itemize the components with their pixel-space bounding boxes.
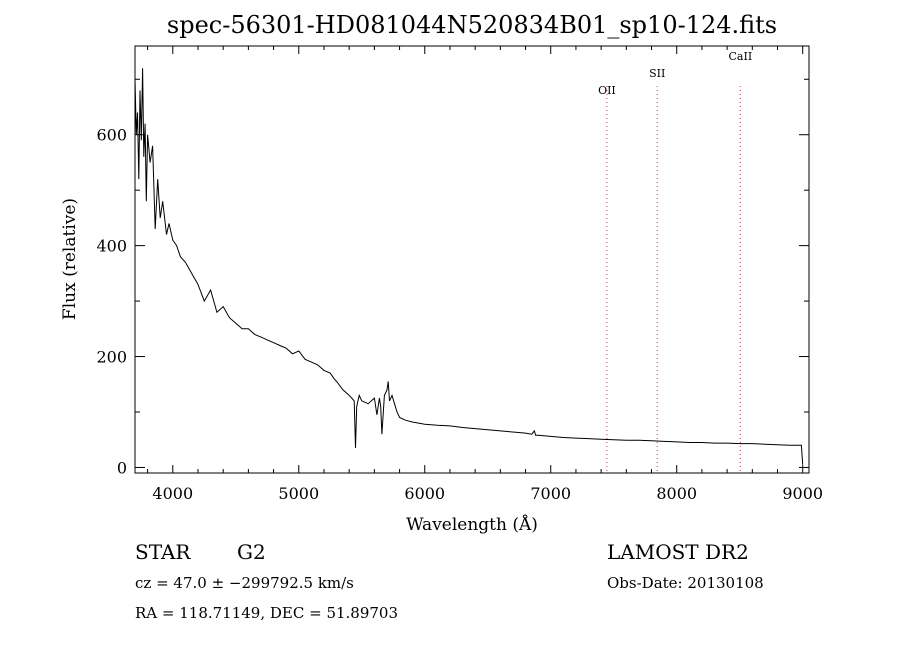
x-tick-label: 8000 (656, 484, 697, 503)
y-axis-label: Flux (relative) (60, 198, 80, 320)
x-axis-label: Wavelength (Å) (406, 514, 538, 535)
x-tick-label: 6000 (404, 484, 445, 503)
spectral-subclass: G2 (237, 540, 266, 564)
plot-frame (134, 45, 810, 474)
x-tick-label: 5000 (278, 484, 319, 503)
survey-name: LAMOST DR2 (607, 540, 749, 564)
y-tick-label: 400 (96, 237, 127, 256)
reference-line-label: OII (598, 84, 616, 97)
reference-line-label: CaII (729, 50, 753, 63)
x-tick-label: 7000 (530, 484, 571, 503)
y-tick-label: 600 (96, 126, 127, 145)
chart-title: spec-56301-HD081044N520834B01_sp10-124.f… (167, 11, 777, 39)
reference-line-label: SII (649, 67, 665, 80)
coordinates-line: RA = 118.71149, DEC = 51.89703 (135, 604, 399, 622)
x-tick-label: 4000 (152, 484, 193, 503)
spectrum-series-line (134, 68, 804, 465)
x-tick-label: 9000 (782, 484, 823, 503)
y-tick-label: 0 (117, 458, 127, 477)
plot-area: OII SII CaII (134, 50, 804, 473)
object-class: STAR (135, 540, 191, 564)
axis-ticks: 4000 5000 6000 7000 8000 9000 0 200 400 600 (96, 46, 823, 503)
obs-date: Obs-Date: 20130108 (607, 574, 764, 592)
y-tick-label: 200 (96, 348, 127, 367)
redshift-line: cz = 47.0 ± −299792.5 km/s (135, 574, 354, 592)
